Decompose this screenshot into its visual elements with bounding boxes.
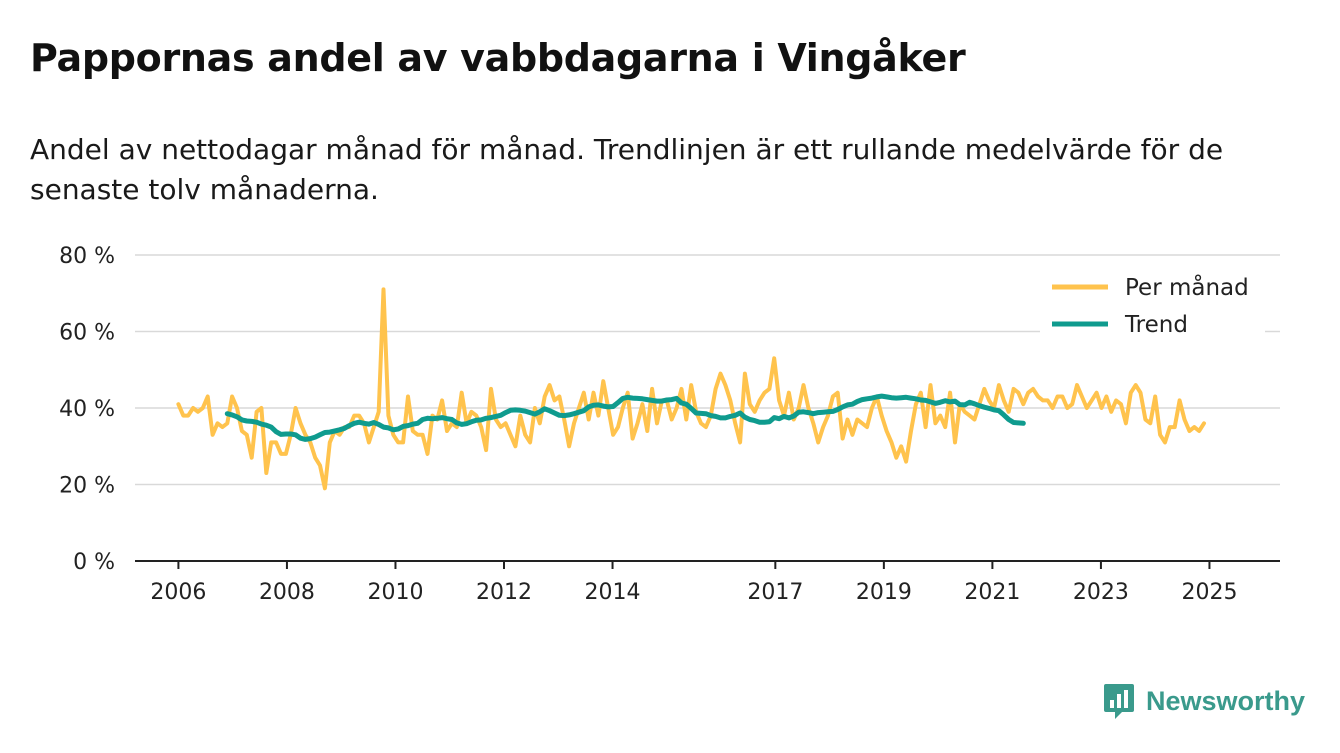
x-tick-label: 2023 bbox=[1073, 580, 1129, 605]
brand-name: Newsworthy bbox=[1146, 685, 1306, 716]
x-tick-label: 2012 bbox=[476, 580, 532, 605]
y-axis-labels: 0 % 20 % 40 % 60 % 80 % bbox=[59, 244, 115, 575]
x-tick-label: 2025 bbox=[1181, 580, 1237, 605]
x-tick-label: 2014 bbox=[585, 580, 641, 605]
x-tick-label: 2019 bbox=[856, 580, 912, 605]
newsworthy-logo-icon bbox=[1104, 684, 1134, 719]
x-tick-label: 2010 bbox=[367, 580, 423, 605]
y-tick-label: 20 % bbox=[59, 474, 115, 499]
chart-subtitle: Andel av nettodagar månad för månad. Tre… bbox=[30, 133, 1224, 206]
series-lines bbox=[176, 287, 1206, 491]
x-tick-label: 2021 bbox=[964, 580, 1020, 605]
x-tick-label: 2017 bbox=[747, 580, 803, 605]
series-line-trend bbox=[224, 393, 1026, 442]
x-tick-label: 2006 bbox=[150, 580, 206, 605]
x-axis-labels: 2006 2008 2010 2012 2014 2017 2019 2021 2023 2025 bbox=[150, 561, 1237, 605]
legend-label: Per månad bbox=[1125, 273, 1249, 301]
brand-logo[interactable]: Newsworthy bbox=[1102, 682, 1305, 720]
legend-label: Trend bbox=[1124, 312, 1188, 338]
y-tick-label: 40 % bbox=[59, 397, 115, 422]
x-tick-label: 2008 bbox=[259, 580, 315, 605]
legend: Per månad Trend bbox=[1040, 268, 1265, 338]
y-tick-label: 60 % bbox=[59, 321, 115, 346]
y-tick-label: 80 % bbox=[59, 244, 115, 269]
y-tick-label: 0 % bbox=[73, 550, 115, 575]
chart-title: Pappornas andel av vabbdagarna i Vingåke… bbox=[30, 36, 966, 80]
